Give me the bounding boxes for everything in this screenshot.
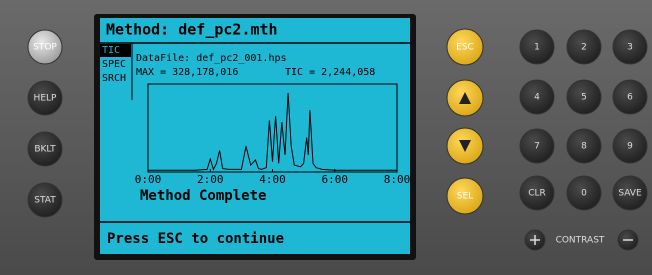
tab[interactable]: SRCH [102,73,126,84]
keypad-button-label[interactable]: SAVE [618,189,642,199]
keypad-button-label[interactable]: 3 [627,43,633,53]
function-button-label[interactable]: BKLT [34,145,56,155]
keypad-button-label[interactable]: 6 [627,93,633,103]
keypad-button[interactable]: 6 [613,80,647,114]
sel-button[interactable]: SEL [447,178,483,214]
instrument-panel: Method: def_pc2.mth DataFile: def_pc2_00… [0,0,652,275]
keypad-button-label[interactable]: 4 [534,93,540,103]
tab[interactable]: TIC [102,45,120,56]
keypad-button[interactable]: 2 [567,30,601,64]
keypad-button-label[interactable]: 8 [581,142,587,152]
keypad-button-label[interactable]: 0 [581,189,587,199]
keypad-button[interactable]: 0 [567,176,601,210]
keypad-button[interactable]: 7 [520,129,554,163]
x-tick-label: 2:00 [197,173,224,186]
x-tick-label: 4:00 [259,173,286,186]
x-tick-label: 8:00 [384,173,411,186]
keypad-button-label[interactable]: 2 [581,43,587,53]
max-value: MAX = 328,178,016 [136,67,238,78]
keypad-button[interactable]: 4 [520,80,554,114]
function-button[interactable]: STOP [28,30,62,64]
keypad-button-label[interactable]: 9 [627,142,633,152]
function-button-label[interactable]: HELP [34,94,57,104]
function-button-label[interactable]: STOP [33,43,57,53]
data-file: DataFile: def_pc2_001.hps [136,53,287,64]
keypad-button[interactable]: 5 [567,80,601,114]
tab[interactable]: SPEC [102,59,126,70]
function-button-label[interactable]: STAT [34,196,56,206]
keypad-button[interactable]: 8 [567,129,601,163]
keypad-button-label[interactable]: 5 [581,93,587,103]
keypad-button[interactable]: 9 [613,129,647,163]
contrast-down[interactable] [618,230,638,250]
function-button[interactable]: BKLT [28,132,62,166]
contrast-label: CONTRAST [556,236,605,246]
method-title: Method: def_pc2.mth [106,21,278,39]
keypad-button-label[interactable]: 7 [534,142,540,152]
esc-button[interactable]: ESC [447,29,483,65]
esc-button-label[interactable]: ESC [456,43,474,53]
function-button[interactable]: STAT [28,183,62,217]
keypad-button-label[interactable]: 1 [534,43,540,53]
prompt: Press ESC to continue [107,231,284,247]
sel-button-label[interactable]: SEL [457,192,473,202]
status: Method Complete [140,188,266,204]
function-button[interactable]: HELP [28,81,62,115]
keypad-button[interactable]: 3 [613,30,647,64]
keypad-button[interactable]: 1 [520,30,554,64]
tic-value: TIC = 2,244,058 [285,67,375,78]
x-tick-label: 0:00 [135,173,162,186]
keypad-button[interactable]: CLR [520,176,554,210]
contrast-up[interactable] [525,230,545,250]
keypad-button-label[interactable]: CLR [528,189,546,199]
x-tick-label: 6:00 [322,173,349,186]
keypad-button[interactable]: SAVE [613,176,647,210]
